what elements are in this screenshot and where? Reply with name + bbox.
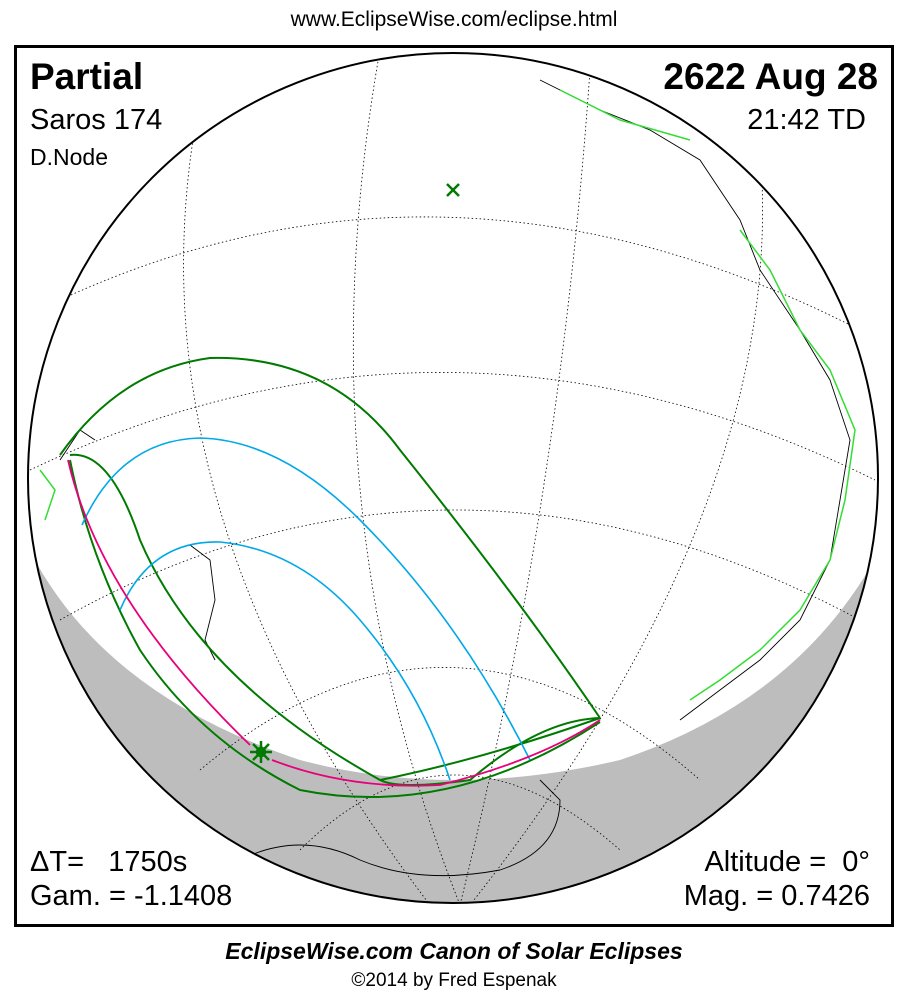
copyright: ©2014 by Fred Espenak <box>351 970 557 991</box>
globe <box>28 53 878 903</box>
rise-set-line <box>67 459 601 787</box>
saros-number: Saros 174 <box>30 104 163 136</box>
url-header: www.EclipseWise.com/eclipse.html <box>290 8 618 31</box>
eclipse-type: Partial <box>30 56 144 97</box>
star-icon <box>250 741 272 763</box>
magnitude: Mag. = 0.7426 <box>683 880 870 912</box>
eclipse-date: 2622 Aug 28 <box>663 56 878 97</box>
delta-t: ΔT= 1750s <box>30 846 188 878</box>
coastlines-highlight <box>39 89 856 701</box>
x-mark-icon <box>446 183 460 197</box>
node: D.Node <box>30 144 108 170</box>
magnitude-line-2 <box>119 541 451 781</box>
canon-title: EclipseWise.com Canon of Solar Eclipses <box>225 938 683 964</box>
map-frame <box>14 45 894 927</box>
eclipse-time: 21:42 TD <box>747 104 866 136</box>
outer-limit-south <box>69 459 601 799</box>
altitude: Altitude = 0° <box>704 846 870 878</box>
globe-outline <box>27 52 879 904</box>
magnitude-line-1 <box>81 437 531 761</box>
outer-limit-north <box>59 356 601 719</box>
inner-limit <box>69 453 601 786</box>
graticule <box>29 53 876 903</box>
gamma: Gam. = -1.1408 <box>30 880 233 912</box>
